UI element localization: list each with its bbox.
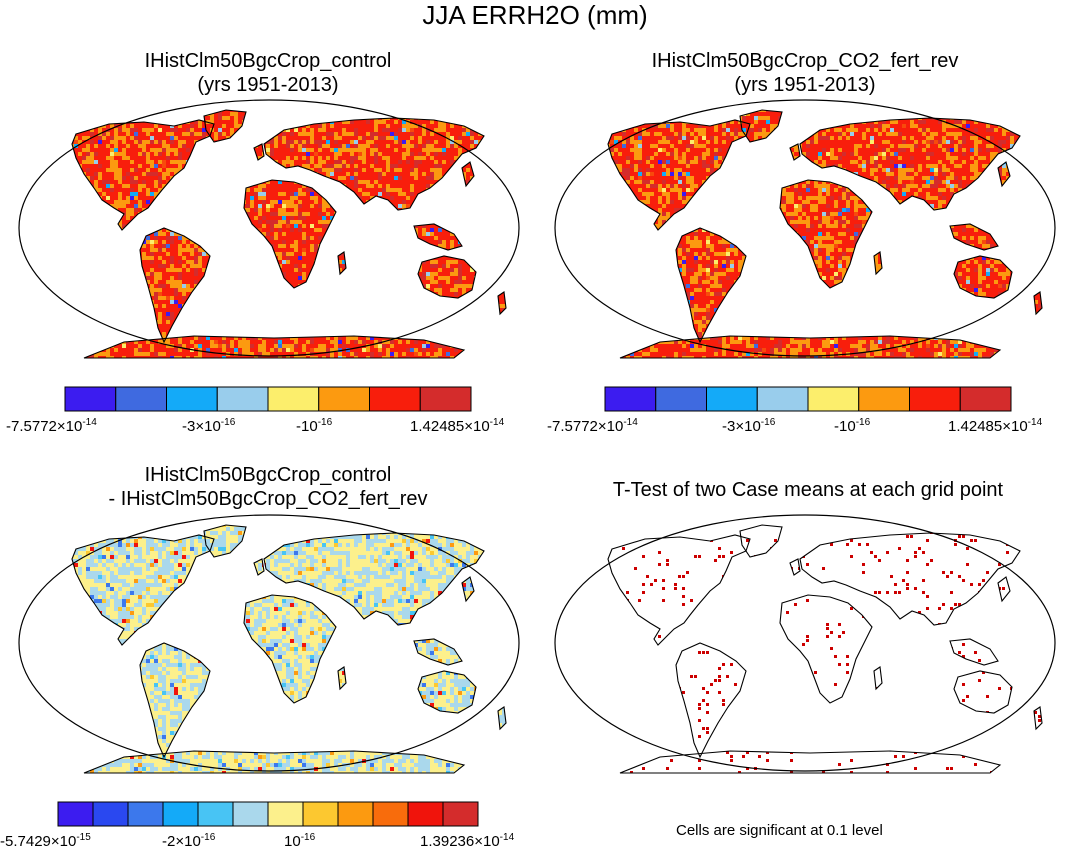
panel4-title: T-Test of two Case means at each grid po… — [548, 478, 1068, 502]
grid-cells — [608, 110, 1042, 358]
panel2-title-line1: IHistClm50BgcCrop_CO2_fert_rev — [555, 49, 1055, 73]
colorbar-swatch — [127, 801, 164, 827]
colorbar-swatch — [407, 801, 444, 827]
map-frame — [554, 99, 1056, 357]
figure-title: JJA ERRH2O (mm) — [0, 0, 1070, 31]
colorbar-swatch — [92, 801, 129, 827]
cb1-label-max: 1.42485×10-14 — [948, 417, 1042, 435]
colorbar-swatch — [216, 386, 269, 412]
coastlines — [71, 524, 507, 774]
colorbar-swatch — [267, 386, 320, 412]
cb1-label-min: -7.5772×10-14 — [547, 417, 638, 435]
colorbar-swatch — [64, 386, 117, 412]
grid-cells — [72, 110, 506, 358]
colorbar-swatch — [807, 386, 860, 412]
cb0-label-3: -10-16 — [296, 417, 332, 435]
panel3-title-line2: - IHistClm50BgcCrop_CO2_fert_rev — [18, 487, 518, 511]
cb0-label-2: -3×10-16 — [182, 417, 235, 435]
colorbar-swatch — [318, 386, 370, 412]
grid-cells — [608, 525, 1041, 773]
panel1-title-line1: IHistClm50BgcCrop_control — [18, 49, 518, 73]
cb2-label-max: 1.39236×10-14 — [420, 832, 514, 850]
cb1-label-2: -3×10-16 — [722, 417, 775, 435]
colorbar-swatch — [909, 386, 961, 412]
colorbar-swatch — [419, 386, 472, 412]
colorbar-swatch — [162, 801, 199, 827]
grid-cells — [72, 525, 506, 773]
colorbar-swatch — [197, 801, 234, 827]
panel2-title-line2: (yrs 1951-2013) — [555, 73, 1055, 97]
colorbar-swatch — [442, 801, 479, 827]
colorbar-swatch — [337, 801, 374, 827]
colorbar-control — [64, 386, 472, 412]
cb2-label-3: 10-16 — [284, 832, 315, 850]
panel3-title: IHistClm50BgcCrop_control - IHistClm50Bg… — [18, 463, 518, 511]
map-panel-difference — [18, 514, 520, 774]
colorbar-swatch — [756, 386, 809, 412]
panel3-title-line1: IHistClm50BgcCrop_control — [18, 463, 518, 487]
panel1-title: IHistClm50BgcCrop_control (yrs 1951-2013… — [18, 49, 518, 97]
colorbar-co2-fert-rev — [604, 386, 1012, 412]
colorbar-swatch — [858, 386, 910, 412]
colorbar-swatch — [166, 386, 218, 412]
colorbar-difference — [57, 801, 479, 827]
cb2-label-2: -2×10-16 — [162, 832, 215, 850]
colorbar-swatch — [267, 801, 304, 827]
colorbar-swatch — [302, 801, 339, 827]
panel2-title: IHistClm50BgcCrop_CO2_fert_rev (yrs 1951… — [555, 49, 1055, 97]
colorbar-swatch — [57, 801, 94, 827]
colorbar-swatch — [604, 386, 657, 412]
map-panel-co2-fert-rev — [554, 99, 1056, 359]
cb1-label-3: -10-16 — [834, 417, 870, 435]
significance-note: Cells are significant at 0.1 level — [676, 822, 883, 839]
map-panel-control — [18, 99, 520, 359]
cb0-label-max: 1.42485×10-14 — [410, 417, 504, 435]
map-frame — [554, 514, 1056, 772]
panel1-title-line2: (yrs 1951-2013) — [18, 73, 518, 97]
map-frame — [18, 99, 520, 357]
colorbar-swatch — [232, 801, 269, 827]
colorbar-swatch — [115, 386, 167, 412]
colorbar-swatch — [372, 801, 409, 827]
map-frame — [18, 514, 520, 772]
cb0-label-min: -7.5772×10-14 — [6, 417, 97, 435]
colorbar-swatch — [369, 386, 421, 412]
colorbar-swatch — [706, 386, 758, 412]
colorbar-swatch — [959, 386, 1012, 412]
colorbar-swatch — [655, 386, 707, 412]
map-panel-ttest — [554, 514, 1056, 774]
panel4-title-line1: T-Test of two Case means at each grid po… — [548, 478, 1068, 502]
cb2-label-min: -5.7429×10-15 — [0, 832, 91, 850]
